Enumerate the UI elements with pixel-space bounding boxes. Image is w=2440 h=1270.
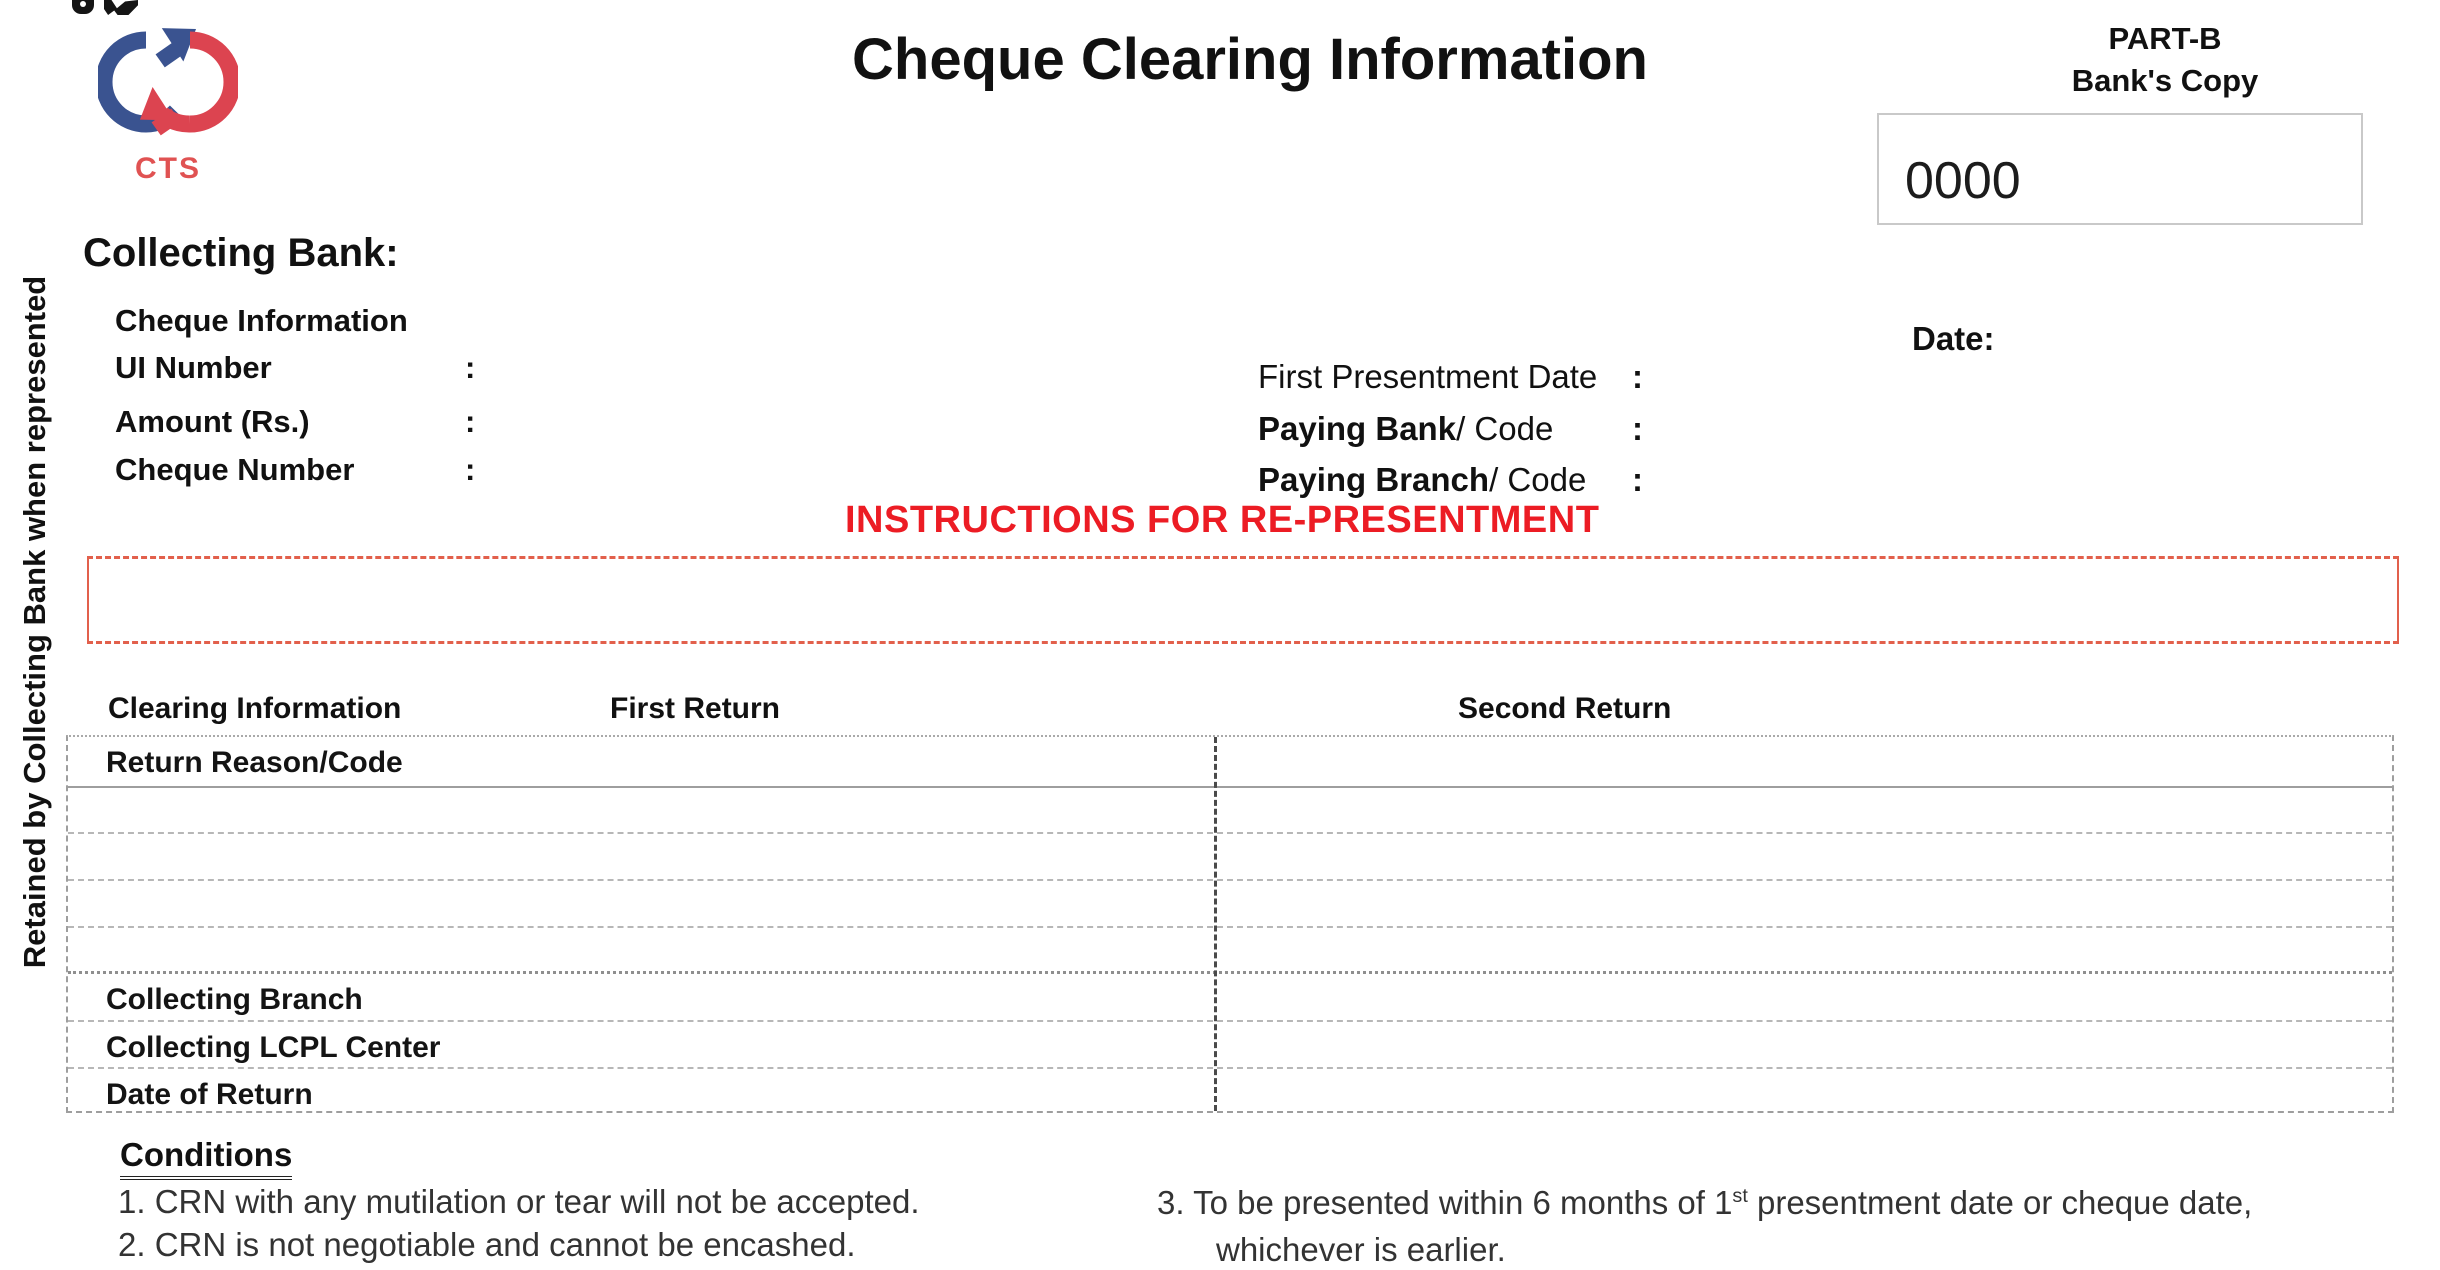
row-label: Return Reason/Code (106, 746, 403, 779)
copy-label: Bank's Copy (2071, 63, 2259, 98)
cts-arrows-icon (95, 28, 241, 136)
ui-number-row: UI Number : (115, 350, 476, 385)
second-return-cell[interactable] (1214, 928, 2392, 971)
conditions-heading: Conditions (120, 1136, 293, 1180)
table-row-date-of-return: Date of Return (68, 1069, 2392, 1115)
part-copy-label: PART-B Bank's Copy (2020, 18, 2310, 102)
collecting-bank-label: Collecting Bank: (83, 231, 399, 275)
cropped-glyph-artifact (72, 0, 94, 14)
cts-logo: CTS (95, 26, 241, 186)
ui-number-label: UI Number (115, 350, 272, 385)
second-return-cell[interactable] (1214, 834, 2392, 879)
paying-bank-row: Paying Bank/ Code : (1258, 410, 1643, 447)
cropped-glyph-artifact (104, 0, 138, 15)
condition-item-2: 2. CRN is not negotiable and cannot be e… (118, 1226, 856, 1263)
table-row-collecting-branch: Collecting Branch (68, 974, 2392, 1022)
clearing-table: Return Reason/Code Collecting Branch Col… (66, 735, 2394, 1113)
table-row-empty (68, 928, 2392, 974)
first-presentment-row: First Presentment Date : (1258, 358, 1643, 395)
first-presentment-label: First Presentment Date (1258, 358, 1598, 395)
part-label: PART-B (2108, 21, 2222, 56)
date-label: Date: (1912, 320, 1995, 357)
second-return-cell[interactable] (1214, 974, 2392, 1020)
amount-label: Amount (Rs.) (115, 404, 310, 439)
paying-branch-row: Paying Branch/ Code : (1258, 461, 1643, 498)
clearing-info-heading: Clearing Information (108, 692, 402, 725)
first-return-cell[interactable] (68, 881, 1214, 926)
cheque-number-row: Cheque Number : (115, 452, 476, 487)
table-column-divider (1214, 737, 1217, 1111)
second-return-cell[interactable] (1214, 1022, 2392, 1067)
table-row-return-reason: Return Reason/Code (68, 737, 2392, 788)
second-return-cell[interactable] (1214, 737, 2392, 786)
condition-item-3-line2: whichever is earlier. (1216, 1231, 1506, 1268)
instructions-box[interactable] (87, 556, 2399, 644)
second-return-cell[interactable] (1214, 1069, 2392, 1115)
table-row-empty (68, 834, 2392, 881)
instructions-heading: INSTRUCTIONS FOR RE-PRESENTMENT (845, 499, 1600, 541)
table-row-empty (68, 881, 2392, 928)
cheque-number-label: Cheque Number (115, 452, 355, 487)
paying-bank-label: Paying Bank (1258, 410, 1457, 447)
code-box-value[interactable]: 0000 (1905, 152, 2021, 210)
second-return-header: Second Return (1458, 692, 1672, 725)
first-return-cell[interactable] (68, 928, 1214, 971)
cheque-info-heading: Cheque Information (115, 303, 408, 338)
page-title: Cheque Clearing Information (852, 27, 1648, 92)
second-return-cell[interactable] (1214, 788, 2392, 832)
amount-row: Amount (Rs.) : (115, 404, 476, 439)
table-row-empty (68, 788, 2392, 834)
first-return-cell[interactable] (68, 834, 1214, 879)
row-label: Date of Return (106, 1078, 313, 1111)
logo-text: CTS (135, 152, 201, 185)
code-box-field[interactable]: 0000 (1877, 113, 2363, 225)
first-return-cell[interactable] (68, 788, 1214, 832)
second-return-cell[interactable] (1214, 881, 2392, 926)
condition-item-3: 3. To be presented within 6 months of 1s… (1157, 1184, 2253, 1221)
table-row-collecting-lcpl-center: Collecting LCPL Center (68, 1022, 2392, 1069)
paying-branch-label: Paying Branch (1258, 461, 1490, 498)
condition-item-1: 1. CRN with any mutilation or tear will … (118, 1183, 920, 1220)
row-label: Collecting LCPL Center (106, 1031, 441, 1064)
row-label: Collecting Branch (106, 983, 363, 1016)
first-return-header: First Return (610, 692, 781, 725)
